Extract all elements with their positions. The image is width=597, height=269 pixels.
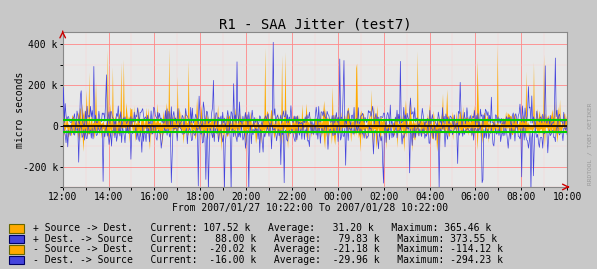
Text: + Dest. -> Source   Current:   88.00 k   Average:   79.83 k   Maximum: 373.55 k: + Dest. -> Source Current: 88.00 k Avera… (33, 234, 497, 244)
Title: R1 - SAA Jitter (test7): R1 - SAA Jitter (test7) (219, 17, 411, 31)
Text: - Source -> Dest.   Current:  -20.02 k   Average:  -21.18 k   Maximum: -114.12 k: - Source -> Dest. Current: -20.02 k Aver… (33, 244, 503, 254)
Text: RRDTOOL / TOBI OETIKER: RRDTOOL / TOBI OETIKER (587, 102, 592, 185)
Text: From 2007/01/27 10:22:00 To 2007/01/28 10:22:00: From 2007/01/27 10:22:00 To 2007/01/28 1… (173, 203, 448, 213)
Text: + Source -> Dest.   Current: 107.52 k   Average:   31.20 k   Maximum: 365.46 k: + Source -> Dest. Current: 107.52 k Aver… (33, 223, 491, 233)
Y-axis label: micro seconds: micro seconds (15, 72, 25, 148)
Text: - Dest. -> Source   Current:  -16.00 k   Average:  -29.96 k   Maximum: -294.23 k: - Dest. -> Source Current: -16.00 k Aver… (33, 255, 503, 265)
